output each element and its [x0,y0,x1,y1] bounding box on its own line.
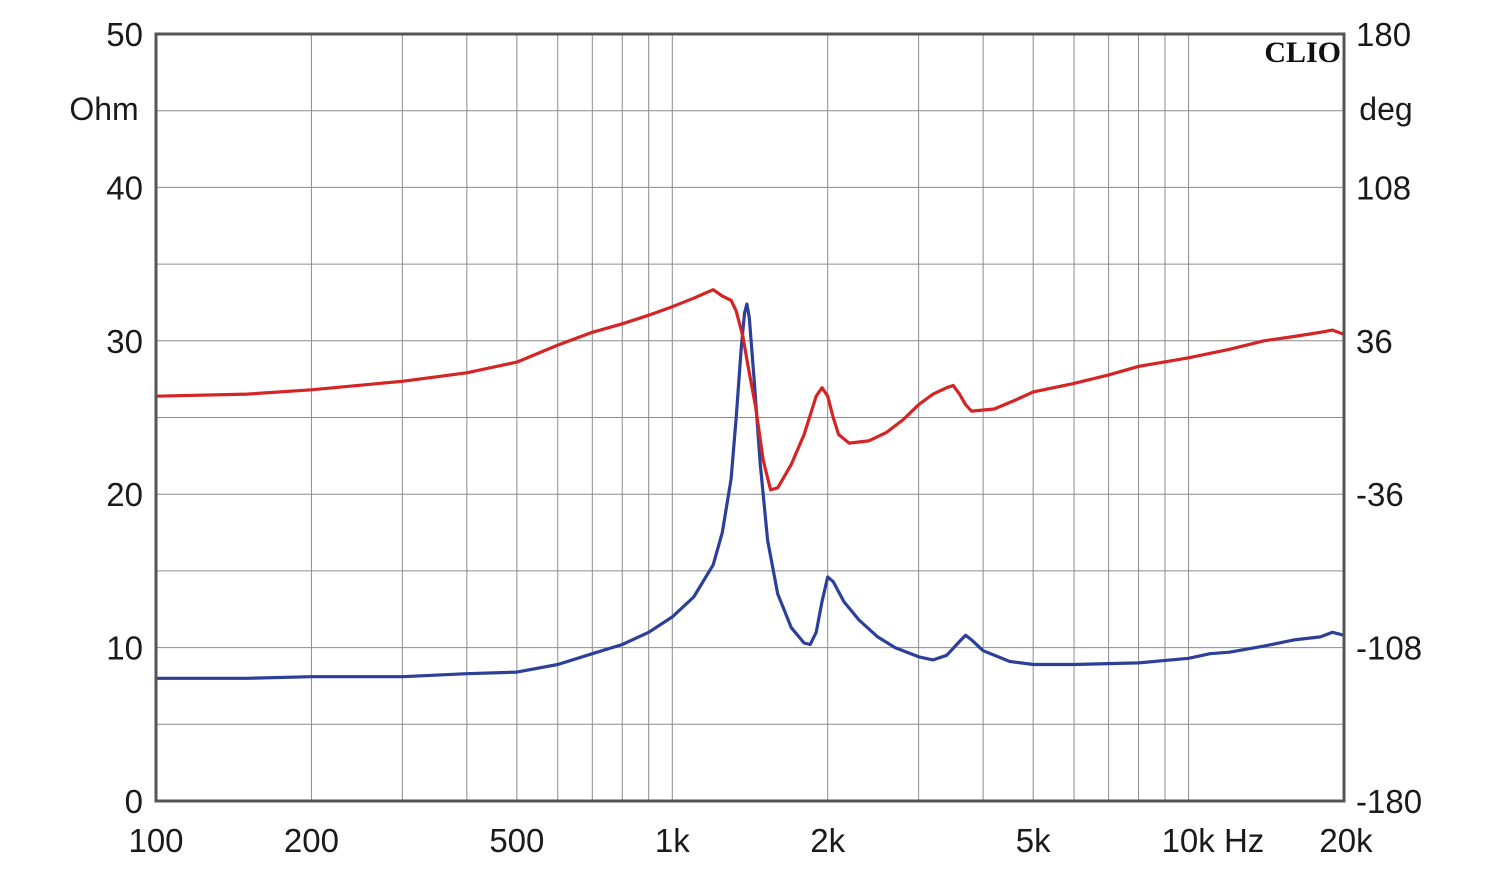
phase-curve [154,288,1346,492]
plot-frame [154,32,1346,803]
y-right-tick-label: 180 [1356,16,1411,53]
y-left-tick-label: 0 [125,783,143,820]
y-left-unit-label: Ohm [69,91,138,127]
y-right-tick-label: 36 [1356,323,1393,360]
x-tick-label: 200 [284,822,339,859]
impedance-curve [154,302,1346,680]
y-right-tick-labels: -180 -108 -36 36 108 180 [1356,16,1422,820]
y-right-tick-label: -108 [1356,630,1422,667]
x-tick-label: 2k [810,822,845,859]
y-right-tick-label: -36 [1356,476,1404,513]
grid-lines [156,34,1344,801]
x-tick-label: 10k Hz [1162,822,1265,859]
curves [154,288,1346,680]
y-left-tick-label: 10 [106,630,143,667]
y-left-tick-label: 50 [106,16,143,53]
y-right-tick-label: -180 [1356,783,1422,820]
x-tick-label: 5k [1016,822,1051,859]
y-right-unit-label: deg [1359,91,1412,127]
x-tick-label: 500 [489,822,544,859]
brand-watermark: CLIO [1264,36,1341,69]
x-tick-label: 100 [128,822,183,859]
x-tick-label: 20k [1319,822,1373,859]
x-tick-label: 1k [655,822,690,859]
y-right-tick-label: 108 [1356,169,1411,206]
y-left-tick-labels: 0 10 20 30 40 50 [106,16,143,820]
y-left-tick-label: 30 [106,323,143,360]
y-left-tick-label: 40 [106,169,143,206]
x-tick-labels: 100 200 500 1k 2k 5k 10k Hz 20k [128,822,1373,859]
y-left-tick-label: 20 [106,476,143,513]
